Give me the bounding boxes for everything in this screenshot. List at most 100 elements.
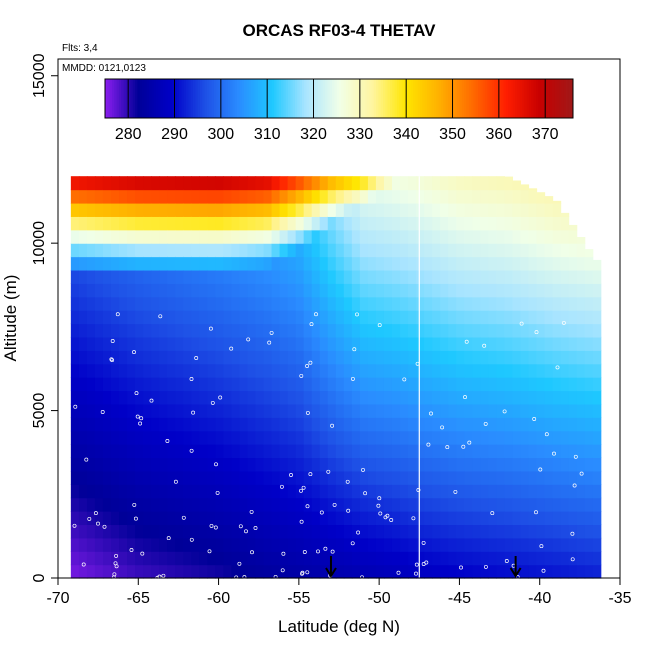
field-cell [504, 296, 514, 311]
field-cell [400, 296, 409, 311]
field-cell [135, 176, 144, 191]
field-cell [592, 524, 602, 539]
field-cell [279, 350, 289, 365]
field-cell [231, 176, 241, 191]
field-cell [231, 484, 241, 499]
field-cell [159, 243, 168, 258]
field-cell [432, 336, 441, 351]
field-cell [271, 564, 281, 579]
field-cell [544, 537, 554, 552]
colorbar-segment [345, 79, 349, 118]
field-cell [271, 256, 281, 271]
field-cell [592, 470, 602, 485]
observation-point [218, 395, 223, 400]
field-cell [343, 323, 353, 338]
field-cell [86, 216, 96, 231]
field-cell [151, 323, 160, 338]
field-cell [568, 484, 578, 499]
field-cell [552, 497, 562, 512]
field-cell [223, 470, 233, 485]
colorbar-segment [498, 79, 502, 118]
colorbar-segment [271, 79, 275, 118]
field-cell [191, 511, 200, 526]
field-cell [448, 189, 457, 204]
colorbar-tick-label: 350 [439, 126, 466, 143]
field-cell [592, 511, 602, 526]
field-cell [400, 564, 409, 579]
field-cell [239, 229, 249, 244]
field-cell [416, 390, 425, 405]
field-cell [94, 176, 104, 191]
observation-point [138, 421, 143, 426]
field-cell [295, 363, 305, 378]
field-cell [102, 470, 112, 485]
field-cell [303, 430, 313, 445]
field-cell [472, 430, 481, 445]
field-cell [199, 363, 208, 378]
observation-point [326, 469, 331, 474]
field-cell [215, 537, 224, 552]
field-cell [295, 417, 305, 432]
observation-point [555, 365, 560, 370]
field-cell [311, 430, 321, 445]
field-cell [70, 189, 80, 204]
field-cell [488, 470, 497, 485]
field-cell [127, 202, 136, 217]
observation-point [149, 398, 154, 403]
field-cell [319, 256, 329, 271]
field-cell [584, 524, 594, 539]
field-cell [279, 189, 289, 204]
field-cell [215, 256, 224, 271]
observation-point [305, 504, 310, 509]
field-cell [175, 417, 184, 432]
field-cell [400, 350, 409, 365]
observation-point [309, 322, 314, 327]
field-cell [207, 430, 216, 445]
field-cell [255, 363, 265, 378]
field-cell [135, 497, 144, 512]
field-cell [488, 202, 497, 217]
field-cell [391, 323, 401, 338]
field-cell [215, 283, 224, 298]
field-cell [448, 564, 457, 579]
field-cell [424, 243, 433, 258]
field-cell [255, 470, 265, 485]
colorbar: 280 290 300 310 320 330 340 350 360 370 [104, 78, 574, 143]
field-cell [311, 310, 321, 325]
field-cell [231, 296, 241, 311]
field-cell [464, 350, 473, 365]
observation-point [416, 488, 421, 492]
field-cell [391, 296, 401, 311]
field-cell [78, 551, 88, 566]
field-cell [359, 377, 369, 392]
field-cell [159, 484, 168, 499]
field-cell [456, 296, 465, 311]
colorbar-segment [237, 79, 240, 118]
field-cell [391, 511, 401, 526]
field-cell [327, 497, 337, 512]
field-cell [94, 229, 104, 244]
field-cell [359, 564, 369, 579]
field-cell [223, 430, 233, 445]
observation-point [534, 510, 538, 515]
field-cell [440, 189, 449, 204]
field-cell [78, 350, 88, 365]
field-cell [94, 216, 104, 231]
field-cell [496, 323, 505, 338]
field-cell [512, 323, 522, 338]
field-cell [424, 511, 433, 526]
field-cell [303, 350, 313, 365]
field-cell [359, 417, 369, 432]
field-cell [480, 551, 489, 566]
field-cell [143, 524, 152, 539]
field-cell [119, 430, 128, 445]
field-cell [327, 377, 337, 392]
colorbar-segment [508, 79, 511, 118]
field-cell [279, 243, 289, 258]
field-cell [480, 189, 489, 204]
field-cell [319, 497, 329, 512]
field-cell [78, 537, 88, 552]
field-cell [119, 524, 128, 539]
colorbar-tick-label: 310 [254, 126, 281, 143]
colorbar-segment [427, 79, 430, 118]
